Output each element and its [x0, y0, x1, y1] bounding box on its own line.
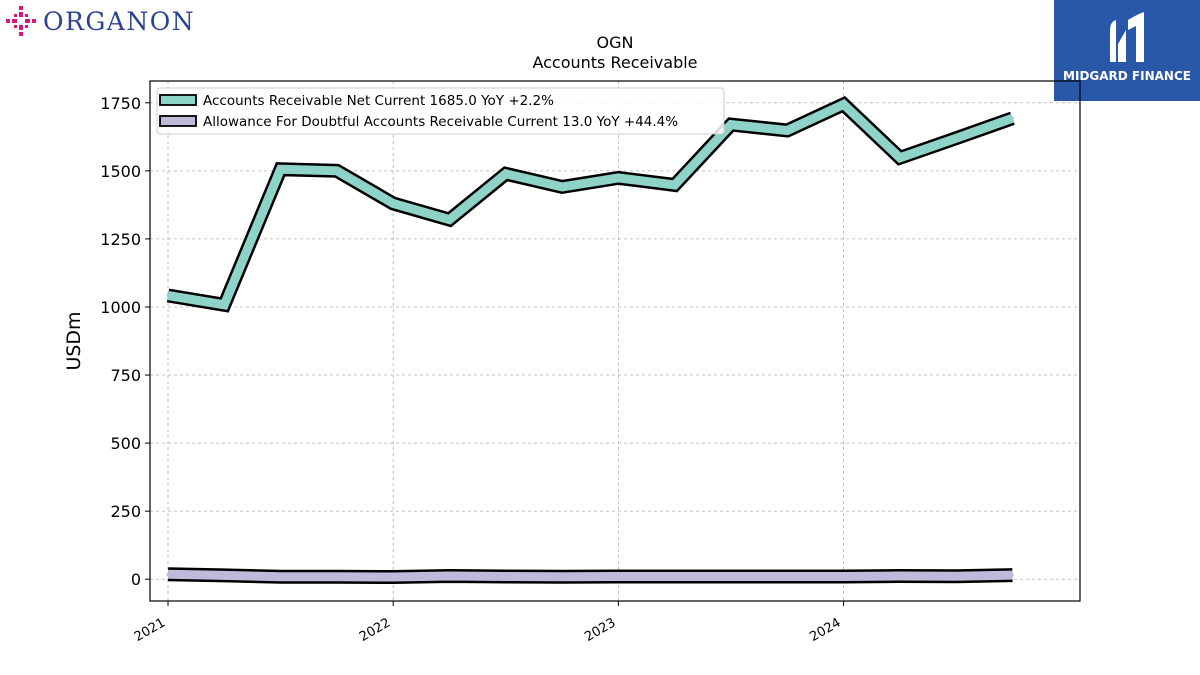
organon-logo: ORGANON: [4, 4, 195, 38]
series-0-point: [616, 176, 620, 180]
series-0-point: [222, 303, 226, 307]
y-tick-label: 1500: [100, 162, 141, 181]
series-0-point: [842, 102, 846, 106]
series-1-point: [279, 575, 283, 579]
legend-swatch-1: [159, 115, 197, 127]
x-tick-label: 2023: [582, 615, 618, 645]
series-1-line: [167, 569, 1013, 582]
y-axis-label: USDm: [63, 311, 85, 370]
series-1-point: [785, 574, 789, 578]
series-0-point: [560, 185, 564, 189]
midgard-mark-icon: [1054, 0, 1200, 101]
series-0-point: [1010, 116, 1014, 120]
series-1-point: [560, 575, 564, 579]
series-1-point: [673, 574, 677, 578]
series-1-point: [504, 574, 508, 578]
series-1-point: [954, 574, 958, 578]
legend-label-0: Accounts Receivable Net Current 1685.0 Y…: [203, 93, 554, 109]
series-0-point: [166, 294, 170, 298]
x-tick-label: 2022: [357, 615, 393, 645]
series-1-point: [391, 575, 395, 579]
series-0-point: [335, 169, 339, 173]
y-tick-label: 1000: [100, 298, 141, 317]
y-tick-label: 250: [110, 502, 141, 521]
series-0-line: [167, 99, 1014, 310]
series-1-point: [1010, 573, 1014, 577]
series-0-point: [504, 172, 508, 176]
x-tick-label: 2021: [132, 615, 168, 645]
series-1-point: [842, 574, 846, 578]
series-0-point: [279, 167, 283, 171]
series-1-point: [616, 574, 620, 578]
x-tick-label: 2024: [807, 615, 843, 645]
midgard-finance-logo: MIDGARD FINANCE: [1054, 0, 1200, 101]
legend-label-1: Allowance For Doubtful Accounts Receivab…: [203, 114, 678, 130]
organon-mark-icon: [6, 6, 36, 36]
series-1-point: [222, 573, 226, 577]
series-0-point: [785, 129, 789, 133]
series-0-point: [447, 218, 451, 222]
y-tick-label: 750: [110, 366, 141, 385]
series-0-point: [391, 202, 395, 206]
legend-swatch-0: [159, 94, 197, 106]
series-1-point: [335, 575, 339, 579]
chart-title: OGN: [597, 33, 634, 52]
y-tick-label: 1250: [100, 230, 141, 249]
plot-frame: [149, 80, 1081, 602]
chart-subtitle: Accounts Receivable: [532, 53, 697, 72]
series-0-point: [954, 136, 958, 140]
midgard-wordmark: MIDGARD FINANCE: [1063, 69, 1191, 83]
series-0-point: [898, 156, 902, 160]
series-1-point: [447, 574, 451, 578]
series-1-point: [898, 574, 902, 578]
y-tick-label: 1750: [100, 94, 141, 113]
series-1-point: [729, 574, 733, 578]
series-1-point: [166, 572, 170, 576]
series-0-point: [673, 183, 677, 187]
series-0-point: [729, 123, 733, 127]
organon-wordmark: ORGANON: [43, 6, 196, 36]
y-tick-label: 500: [110, 434, 141, 453]
y-tick-label: 0: [131, 570, 141, 589]
legend-box: [156, 87, 725, 135]
